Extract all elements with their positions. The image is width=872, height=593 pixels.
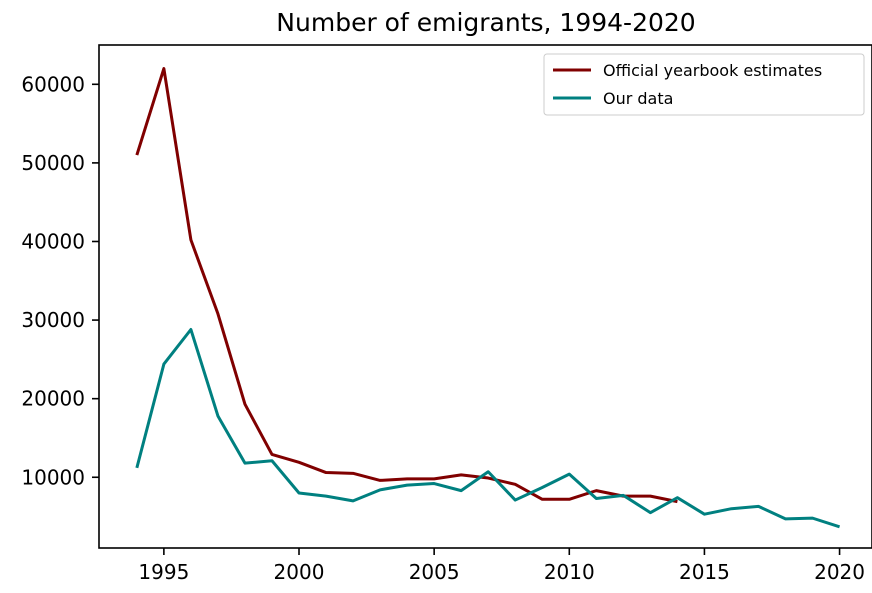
x-tick-label: 2020 [814, 560, 865, 584]
y-tick-label: 60000 [21, 72, 85, 96]
y-axis: 10000 20000 30000 40000 50000 60000 [21, 72, 99, 489]
y-tick-label: 40000 [21, 229, 85, 253]
y-tick-label: 30000 [21, 308, 85, 332]
y-tick-label: 50000 [21, 151, 85, 175]
series-line-2 [137, 330, 840, 527]
y-tick-label: 10000 [21, 465, 85, 489]
x-axis: 1995 2000 2005 2010 2015 2020 [138, 548, 865, 584]
chart-title: Number of emigrants, 1994-2020 [276, 8, 695, 37]
x-tick-label: 2000 [274, 560, 325, 584]
x-tick-label: 2015 [679, 560, 730, 584]
x-tick-label: 2010 [544, 560, 595, 584]
series-layer [137, 68, 840, 526]
x-tick-label: 1995 [138, 560, 189, 584]
legend-label-2: Our data [603, 89, 673, 108]
y-tick-label: 20000 [21, 387, 85, 411]
x-tick-label: 2005 [409, 560, 460, 584]
series-line-1 [137, 69, 678, 502]
legend: Official yearbook estimates Our data [544, 54, 864, 115]
legend-label-1: Official yearbook estimates [603, 61, 822, 80]
